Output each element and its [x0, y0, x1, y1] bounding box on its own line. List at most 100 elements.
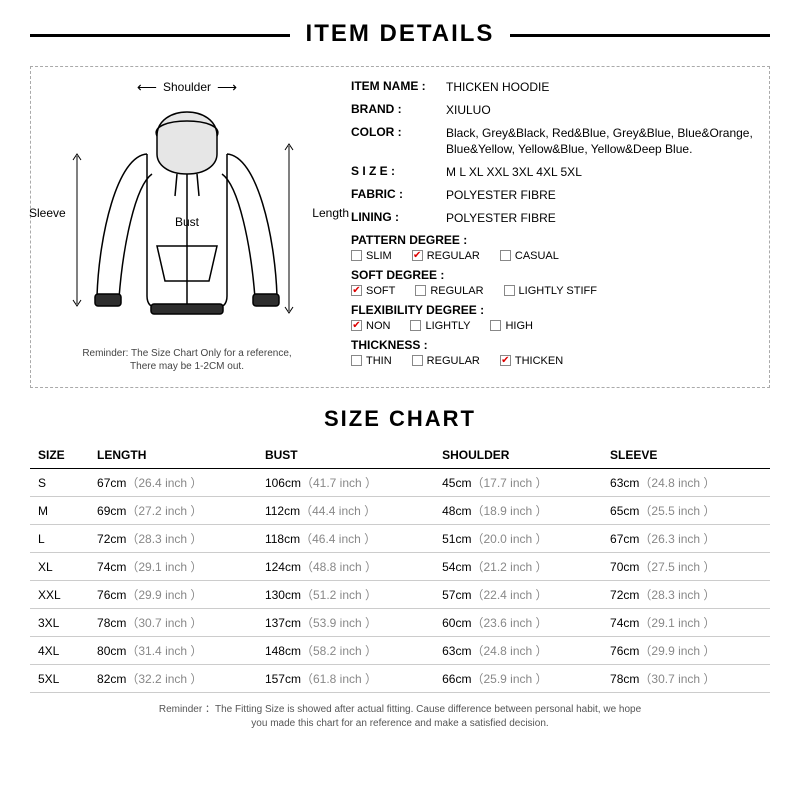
checkbox-icon — [351, 250, 362, 261]
option-label: REGULAR — [427, 355, 480, 367]
cell-bust: 157cm（61.8 inch ） — [257, 665, 434, 693]
length-label: Length — [312, 206, 349, 220]
arrow-left-icon: ⟵ — [137, 79, 157, 96]
table-row: L72cm（28.3 inch ）118cm（46.4 inch ）51cm（2… — [30, 525, 770, 553]
cell-bust: 112cm（44.4 inch ） — [257, 497, 434, 525]
attr-val: POLYESTER FIBRE — [446, 210, 753, 227]
option-thin: THIN — [351, 355, 392, 367]
option-thicken: THICKEN — [500, 355, 563, 367]
cell-size: M — [30, 497, 89, 525]
attr-key: LINING : — [351, 210, 446, 224]
cell-size: L — [30, 525, 89, 553]
table-row: 3XL78cm（30.7 inch ）137cm（53.9 inch ）60cm… — [30, 609, 770, 637]
page-title: ITEM DETAILS — [30, 20, 770, 48]
cell-bust: 106cm（41.7 inch ） — [257, 469, 434, 497]
cell-size: XXL — [30, 581, 89, 609]
attr-val: M L XL XXL 3XL 4XL 5XL — [446, 164, 753, 181]
option-slim: SLIM — [351, 250, 392, 262]
col-shoulder: SHOULDER — [434, 442, 602, 469]
cell-sleeve: 63cm（24.8 inch ） — [602, 469, 770, 497]
attr-key: COLOR : — [351, 125, 446, 139]
cell-bust: 118cm（46.4 inch ） — [257, 525, 434, 553]
table-row: S67cm（26.4 inch ）106cm（41.7 inch ）45cm（1… — [30, 469, 770, 497]
checkbox-icon — [351, 285, 362, 296]
option-label: LIGHTLY — [425, 320, 470, 332]
cell-size: 3XL — [30, 609, 89, 637]
hoodie-icon: Bust — [57, 96, 317, 336]
cell-length: 67cm（26.4 inch ） — [89, 469, 257, 497]
attr-val: POLYESTER FIBRE — [446, 187, 753, 204]
option-soft: SOFT — [351, 285, 395, 297]
cell-sleeve: 70cm（27.5 inch ） — [602, 553, 770, 581]
table-row: XXL76cm（29.9 inch ）130cm（51.2 inch ）57cm… — [30, 581, 770, 609]
cell-sleeve: 72cm（28.3 inch ） — [602, 581, 770, 609]
checkbox-icon — [500, 355, 511, 366]
item-details-panel: ⟵ Shoulder ⟶ — [30, 66, 770, 388]
pattern-degree-heading: PATTERN DEGREE : — [351, 233, 753, 247]
thickness-options: THIN REGULAR THICKEN — [351, 355, 753, 367]
cell-shoulder: 45cm（17.7 inch ） — [434, 469, 602, 497]
option-label: SLIM — [366, 250, 392, 262]
flex-degree-heading: FLEXIBILITY DEGREE : — [351, 303, 753, 317]
shoulder-label: Shoulder — [163, 80, 211, 94]
checkbox-icon — [412, 355, 423, 366]
table-row: 4XL80cm（31.4 inch ）148cm（58.2 inch ）63cm… — [30, 637, 770, 665]
table-row: XL74cm（29.1 inch ）124cm（48.8 inch ）54cm（… — [30, 553, 770, 581]
table-header-row: SIZELENGTHBUSTSHOULDERSLEEVE — [30, 442, 770, 469]
cell-shoulder: 63cm（24.8 inch ） — [434, 637, 602, 665]
checkbox-icon — [410, 320, 421, 331]
cell-length: 82cm（32.2 inch ） — [89, 665, 257, 693]
option-label: CASUAL — [515, 250, 559, 262]
cell-length: 69cm（27.2 inch ） — [89, 497, 257, 525]
col-length: LENGTH — [89, 442, 257, 469]
cell-size: XL — [30, 553, 89, 581]
cell-length: 78cm（30.7 inch ） — [89, 609, 257, 637]
cell-bust: 130cm（51.2 inch ） — [257, 581, 434, 609]
cell-size: 5XL — [30, 665, 89, 693]
option-high: HIGH — [490, 320, 533, 332]
attr-key: FABRIC : — [351, 187, 446, 201]
option-casual: CASUAL — [500, 250, 559, 262]
cell-length: 72cm（28.3 inch ） — [89, 525, 257, 553]
hoodie-diagram: ⟵ Shoulder ⟶ — [47, 79, 327, 373]
checkbox-icon — [351, 355, 362, 366]
cell-sleeve: 76cm（29.9 inch ） — [602, 637, 770, 665]
col-bust: BUST — [257, 442, 434, 469]
option-label: LIGHTLY STIFF — [519, 285, 597, 297]
cell-shoulder: 66cm（25.9 inch ） — [434, 665, 602, 693]
option-label: REGULAR — [427, 250, 480, 262]
attr-key: S I Z E : — [351, 164, 446, 178]
checkbox-icon — [412, 250, 423, 261]
table-row: M69cm（27.2 inch ）112cm（44.4 inch ）48cm（1… — [30, 497, 770, 525]
sleeve-label: Sleeve — [29, 206, 66, 220]
attr-val: XIULUO — [446, 102, 753, 119]
cell-bust: 148cm（58.2 inch ） — [257, 637, 434, 665]
option-non: NON — [351, 320, 390, 332]
option-label: THIN — [366, 355, 392, 367]
cell-sleeve: 65cm（25.5 inch ） — [602, 497, 770, 525]
option-label: NON — [366, 320, 390, 332]
option-regular: REGULAR — [412, 355, 480, 367]
cell-bust: 137cm（53.9 inch ） — [257, 609, 434, 637]
cell-length: 76cm（29.9 inch ） — [89, 581, 257, 609]
attributes-panel: ITEM NAME :THICKEN HOODIE BRAND :XIULUO … — [351, 79, 753, 373]
cell-shoulder: 51cm（20.0 inch ） — [434, 525, 602, 553]
option-label: HIGH — [505, 320, 533, 332]
soft-degree-heading: SOFT DEGREE : — [351, 268, 753, 282]
pattern-options: SLIM REGULAR CASUAL — [351, 250, 753, 262]
cell-shoulder: 48cm（18.9 inch ） — [434, 497, 602, 525]
option-lightly-stiff: LIGHTLY STIFF — [504, 285, 597, 297]
option-lightly: LIGHTLY — [410, 320, 470, 332]
checkbox-icon — [500, 250, 511, 261]
attr-key: ITEM NAME : — [351, 79, 446, 93]
cell-length: 80cm（31.4 inch ） — [89, 637, 257, 665]
cell-sleeve: 78cm（30.7 inch ） — [602, 665, 770, 693]
col-size: SIZE — [30, 442, 89, 469]
bust-label: Bust — [175, 215, 200, 229]
size-chart-title: SIZE CHART — [30, 406, 770, 432]
col-sleeve: SLEEVE — [602, 442, 770, 469]
attr-val: THICKEN HOODIE — [446, 79, 753, 96]
flex-options: NON LIGHTLY HIGH — [351, 320, 753, 332]
attr-key: BRAND : — [351, 102, 446, 116]
cell-shoulder: 60cm（23.6 inch ） — [434, 609, 602, 637]
